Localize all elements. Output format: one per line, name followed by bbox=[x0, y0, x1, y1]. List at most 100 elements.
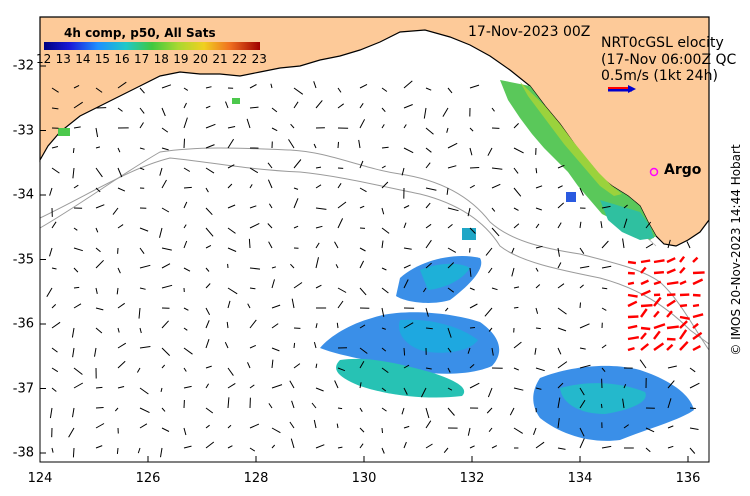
current-arrow bbox=[447, 367, 451, 373]
radar-arrow bbox=[666, 257, 676, 264]
sst-fleck bbox=[462, 228, 476, 240]
current-arrow bbox=[112, 207, 119, 215]
current-arrow bbox=[51, 146, 59, 149]
current-arrow bbox=[72, 447, 75, 458]
current-arrow bbox=[117, 327, 120, 333]
current-arrow bbox=[381, 146, 389, 149]
radar-arrow bbox=[679, 340, 689, 351]
current-arrow bbox=[557, 247, 560, 257]
current-arrow bbox=[315, 323, 318, 329]
current-arrow bbox=[425, 162, 431, 169]
current-arrow bbox=[359, 427, 365, 433]
current-arrow bbox=[289, 421, 295, 429]
current-arrow bbox=[334, 241, 339, 249]
current-arrow bbox=[161, 84, 172, 89]
current-arrow bbox=[484, 307, 493, 317]
current-arrow bbox=[139, 122, 144, 129]
current-arrow bbox=[686, 241, 691, 249]
current-arrow bbox=[557, 418, 560, 429]
current-arrow bbox=[227, 183, 233, 189]
current-arrow bbox=[359, 382, 362, 389]
current-arrow bbox=[183, 267, 191, 272]
current-arrow bbox=[579, 323, 590, 329]
current-arrow bbox=[447, 407, 455, 416]
current-arrow bbox=[645, 447, 651, 453]
current-arrow bbox=[359, 187, 367, 193]
radar-arrow bbox=[692, 331, 703, 340]
colorbar-title: 4h comp, p50, All Sats bbox=[64, 26, 216, 40]
current-arrow bbox=[403, 205, 410, 209]
current-arrow bbox=[161, 320, 169, 329]
radar-arrow bbox=[627, 281, 635, 286]
current-arrow bbox=[249, 447, 256, 452]
current-arrow bbox=[139, 423, 148, 429]
current-arrow bbox=[469, 327, 476, 329]
current-arrow bbox=[447, 207, 459, 212]
current-arrow bbox=[73, 126, 81, 129]
radar-arrow bbox=[653, 296, 662, 307]
current-arrow bbox=[161, 127, 169, 133]
argo-marker[interactable] bbox=[649, 167, 659, 177]
current-arrow bbox=[289, 380, 295, 389]
current-arrow bbox=[290, 123, 295, 129]
current-arrow bbox=[95, 146, 101, 149]
current-arrow bbox=[337, 407, 343, 410]
current-arrow bbox=[557, 327, 567, 332]
radar-arrow bbox=[627, 260, 637, 265]
current-arrow bbox=[381, 447, 385, 454]
current-arrow bbox=[513, 147, 524, 154]
radar-arrow bbox=[640, 308, 648, 318]
current-arrow bbox=[334, 380, 339, 389]
colorbar bbox=[44, 42, 260, 50]
current-arrow bbox=[139, 147, 145, 150]
colorbar-tick-label: 17 bbox=[134, 52, 150, 66]
current-arrow bbox=[139, 387, 149, 395]
current-arrow bbox=[535, 367, 545, 372]
current-arrow bbox=[249, 384, 255, 389]
current-arrow bbox=[579, 221, 582, 229]
current-arrow bbox=[161, 284, 173, 289]
current-arrow bbox=[183, 138, 185, 149]
current-arrow bbox=[68, 427, 75, 438]
current-arrow bbox=[290, 263, 295, 269]
current-arrow bbox=[205, 424, 210, 429]
current-arrow bbox=[336, 322, 339, 329]
radar-arrow bbox=[666, 268, 676, 275]
current-arrow bbox=[337, 300, 344, 309]
current-arrow bbox=[337, 446, 343, 449]
colorbar-tick-label: 13 bbox=[55, 52, 71, 66]
current-arrow bbox=[95, 445, 103, 449]
current-arrow bbox=[639, 359, 647, 369]
radar-arrow bbox=[692, 278, 704, 286]
current-arrow bbox=[159, 227, 163, 238]
current-arrow bbox=[622, 238, 625, 249]
current-arrow bbox=[72, 407, 75, 418]
current-arrow bbox=[535, 185, 543, 189]
legend-scale-label: 0.5m/s (1kt 24h) bbox=[601, 68, 718, 84]
current-arrow bbox=[205, 383, 210, 389]
current-arrow bbox=[337, 218, 344, 229]
current-arrow bbox=[645, 243, 654, 249]
current-arrow bbox=[73, 303, 82, 309]
radar-arrow bbox=[666, 293, 676, 297]
current-arrow bbox=[315, 363, 318, 369]
current-arrow bbox=[117, 342, 127, 349]
current-arrow bbox=[205, 167, 215, 174]
current-arrow bbox=[183, 327, 188, 331]
current-arrow bbox=[293, 225, 299, 229]
current-arrow bbox=[161, 179, 167, 189]
current-arrow bbox=[268, 203, 273, 209]
current-arrow bbox=[315, 184, 322, 189]
current-arrow bbox=[205, 307, 211, 316]
current-arrow bbox=[487, 267, 493, 274]
current-arrow bbox=[293, 87, 304, 95]
current-arrow bbox=[249, 267, 261, 270]
current-arrow bbox=[491, 227, 500, 237]
current-arrow bbox=[139, 287, 146, 290]
current-arrow bbox=[447, 87, 453, 94]
legend-arrowhead bbox=[628, 85, 636, 93]
current-arrow bbox=[136, 367, 141, 373]
radar-arrow bbox=[666, 343, 674, 351]
radar-arrow bbox=[627, 315, 639, 319]
current-arrow bbox=[271, 107, 278, 113]
